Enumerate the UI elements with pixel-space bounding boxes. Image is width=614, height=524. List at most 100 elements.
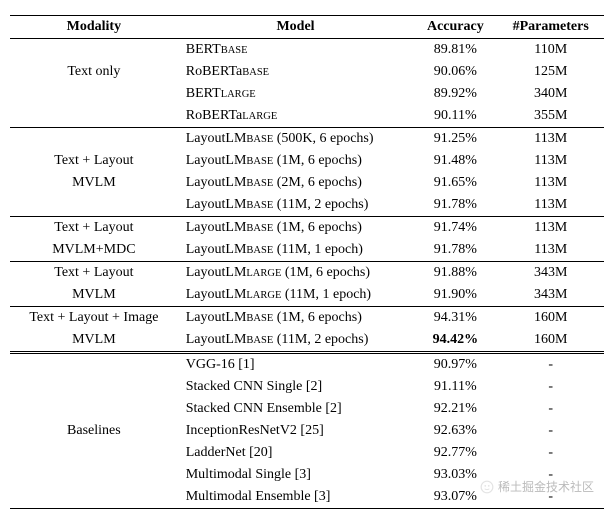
watermark: 稀土掘金技术社区 — [480, 478, 594, 495]
watermark-icon — [480, 480, 494, 494]
modality-cell: Text + Layout — [10, 262, 178, 285]
model-cell: Multimodal Ensemble [3] — [178, 486, 414, 509]
table-row: Text + Layout + ImageLayoutLMBASE (1M, 6… — [10, 307, 604, 330]
parameters-cell: - — [497, 398, 604, 420]
col-parameters: #Parameters — [497, 16, 604, 39]
model-cell: LayoutLMBASE (1M, 6 epochs) — [178, 217, 414, 240]
model-cell: VGG-16 [1] — [178, 353, 414, 377]
model-cell: LayoutLMBASE (11M, 2 epochs) — [178, 329, 414, 353]
parameters-cell: 160M — [497, 329, 604, 353]
parameters-cell: - — [497, 442, 604, 464]
parameters-cell: 343M — [497, 262, 604, 285]
parameters-cell: 340M — [497, 83, 604, 105]
accuracy-cell: 91.65% — [413, 172, 497, 194]
parameters-cell: 113M — [497, 150, 604, 172]
accuracy-cell: 92.21% — [413, 398, 497, 420]
parameters-cell: - — [497, 353, 604, 377]
table-row: LayoutLMBASE (11M, 2 epochs)91.78%113M — [10, 194, 604, 217]
modality-cell: MVLM — [10, 172, 178, 194]
table-row: Stacked CNN Single [2]91.11%- — [10, 376, 604, 398]
watermark-text: 稀土掘金技术社区 — [498, 478, 594, 495]
table-row: BERTLARGE89.92%340M — [10, 83, 604, 105]
table-row: BERTBASE89.81%110M — [10, 39, 604, 62]
table-row: Text + LayoutLayoutLMBASE (1M, 6 epochs)… — [10, 217, 604, 240]
model-cell: BERTBASE — [178, 39, 414, 62]
table-row: MVLMLayoutLMBASE (2M, 6 epochs)91.65%113… — [10, 172, 604, 194]
parameters-cell: 113M — [497, 172, 604, 194]
accuracy-cell: 91.11% — [413, 376, 497, 398]
parameters-cell: 113M — [497, 217, 604, 240]
table-row: VGG-16 [1]90.97%- — [10, 353, 604, 377]
accuracy-cell: 91.74% — [413, 217, 497, 240]
accuracy-cell: 90.97% — [413, 353, 497, 377]
table-row: BaselinesInceptionResNetV2 [25]92.63%- — [10, 420, 604, 442]
accuracy-cell: 92.77% — [413, 442, 497, 464]
model-cell: RoBERTaLARGE — [178, 105, 414, 128]
model-cell: LayoutLMLARGE (1M, 6 epochs) — [178, 262, 414, 285]
parameters-cell: 110M — [497, 39, 604, 62]
parameters-cell: 343M — [497, 284, 604, 307]
model-cell: LayoutLMBASE (2M, 6 epochs) — [178, 172, 414, 194]
table-row: LayoutLMBASE (500K, 6 epochs)91.25%113M — [10, 128, 604, 151]
results-table: Modality Model Accuracy #Parameters BERT… — [10, 15, 604, 509]
model-cell: LadderNet [20] — [178, 442, 414, 464]
modality-cell — [10, 128, 178, 151]
modality-cell: MVLM+MDC — [10, 239, 178, 262]
accuracy-cell: 91.78% — [413, 239, 497, 262]
accuracy-cell: 91.48% — [413, 150, 497, 172]
modality-cell: MVLM — [10, 284, 178, 307]
modality-cell — [10, 105, 178, 128]
table-row: MVLM+MDCLayoutLMBASE (11M, 1 epoch)91.78… — [10, 239, 604, 262]
model-cell: Stacked CNN Single [2] — [178, 376, 414, 398]
model-cell: InceptionResNetV2 [25] — [178, 420, 414, 442]
modality-cell: MVLM — [10, 329, 178, 353]
table-row: Text + LayoutLayoutLMBASE (1M, 6 epochs)… — [10, 150, 604, 172]
col-model: Model — [178, 16, 414, 39]
parameters-cell: 125M — [497, 61, 604, 83]
modality-cell — [10, 464, 178, 486]
model-cell: RoBERTaBASE — [178, 61, 414, 83]
table-row: Text + LayoutLayoutLMLARGE (1M, 6 epochs… — [10, 262, 604, 285]
accuracy-cell: 94.42% — [413, 329, 497, 353]
parameters-cell: 160M — [497, 307, 604, 330]
modality-cell — [10, 486, 178, 509]
modality-cell — [10, 398, 178, 420]
modality-cell — [10, 83, 178, 105]
accuracy-cell: 91.78% — [413, 194, 497, 217]
modality-cell — [10, 194, 178, 217]
model-cell: LayoutLMBASE (11M, 2 epochs) — [178, 194, 414, 217]
table-row: MVLMLayoutLMLARGE (11M, 1 epoch)91.90%34… — [10, 284, 604, 307]
col-accuracy: Accuracy — [413, 16, 497, 39]
table-row: MVLMLayoutLMBASE (11M, 2 epochs)94.42%16… — [10, 329, 604, 353]
accuracy-cell: 94.31% — [413, 307, 497, 330]
table-row: RoBERTaLARGE90.11%355M — [10, 105, 604, 128]
modality-cell — [10, 353, 178, 377]
modality-cell: Text + Layout + Image — [10, 307, 178, 330]
table-row: Stacked CNN Ensemble [2]92.21%- — [10, 398, 604, 420]
model-cell: LayoutLMBASE (1M, 6 epochs) — [178, 150, 414, 172]
modality-cell: Text only — [10, 61, 178, 83]
accuracy-cell: 90.11% — [413, 105, 497, 128]
modality-cell — [10, 442, 178, 464]
modality-cell: Text + Layout — [10, 217, 178, 240]
parameters-cell: 113M — [497, 194, 604, 217]
parameters-cell: 113M — [497, 128, 604, 151]
parameters-cell: 113M — [497, 239, 604, 262]
model-cell: Multimodal Single [3] — [178, 464, 414, 486]
model-cell: Stacked CNN Ensemble [2] — [178, 398, 414, 420]
accuracy-cell: 91.90% — [413, 284, 497, 307]
accuracy-cell: 90.06% — [413, 61, 497, 83]
modality-cell — [10, 376, 178, 398]
table-row: LadderNet [20]92.77%- — [10, 442, 604, 464]
table-header-row: Modality Model Accuracy #Parameters — [10, 16, 604, 39]
model-cell: LayoutLMBASE (1M, 6 epochs) — [178, 307, 414, 330]
parameters-cell: - — [497, 420, 604, 442]
model-cell: BERTLARGE — [178, 83, 414, 105]
modality-cell: Text + Layout — [10, 150, 178, 172]
accuracy-cell: 92.63% — [413, 420, 497, 442]
parameters-cell: - — [497, 376, 604, 398]
model-cell: LayoutLMBASE (500K, 6 epochs) — [178, 128, 414, 151]
accuracy-cell: 89.92% — [413, 83, 497, 105]
col-modality: Modality — [10, 16, 178, 39]
table-row: Text onlyRoBERTaBASE90.06%125M — [10, 61, 604, 83]
